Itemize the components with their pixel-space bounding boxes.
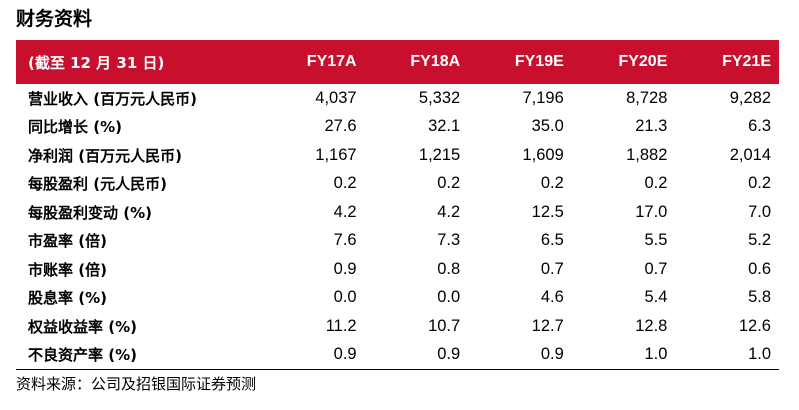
table-cell: 0.9 — [364, 340, 469, 370]
table-cell: 0.9 — [261, 340, 365, 370]
table-cell: 0.6 — [748, 259, 771, 278]
table-cell: 2,014 — [729, 145, 771, 164]
table-cell: 1,167 — [315, 145, 357, 164]
table-cell: 7.3 — [437, 231, 461, 250]
row-label: 每股盈利 (元人民币) — [28, 175, 167, 194]
table-cell: 7,196 — [522, 88, 564, 107]
table-cell: 5.5 — [644, 231, 668, 250]
table-cell: 12.5 — [531, 202, 564, 221]
table-row: 不良资产率 (%) 0.9 0.9 0.9 1.0 1.0 — [16, 340, 779, 370]
table-cell: 5,332 — [418, 88, 461, 107]
table-cell: 0.0 — [333, 288, 357, 307]
table-row: 市账率 (倍) 0.9 0.8 0.7 0.7 0.6 — [16, 255, 779, 284]
table-cell: 1,215 — [418, 145, 461, 164]
row-label: 同比增长 (%) — [28, 118, 122, 137]
table-cell: 17.0 — [635, 202, 668, 221]
source-note: 资料来源：公司及招银国际证券预测 — [16, 375, 257, 393]
row-label: 不良资产率 (%) — [16, 340, 261, 370]
page-title: 财务资料 — [16, 8, 93, 30]
table-cell: 27.6 — [324, 117, 357, 136]
table-row: 权益收益率 (%) 11.2 10.7 12.7 12.8 12.6 — [16, 312, 779, 341]
financial-data-table: (截至 12 月 31 日) FY17A FY18A FY19E FY20E F… — [16, 40, 779, 370]
table-row: 每股盈利变动 (%) 4.2 4.2 12.5 17.0 7.0 — [16, 198, 779, 227]
table-row: 同比增长 (%) 27.6 32.1 35.0 21.3 6.3 — [16, 113, 779, 142]
table-cell: 5.8 — [748, 288, 771, 307]
table-cell: 4.2 — [333, 202, 357, 221]
table-cell: 4.2 — [437, 202, 461, 221]
table-cell: 4.6 — [540, 288, 564, 307]
table-cell: 12.8 — [635, 316, 668, 335]
table-cell: 1,609 — [522, 145, 564, 164]
table-cell: 0.2 — [333, 174, 357, 193]
table-cell: 21.3 — [635, 117, 668, 136]
column-header-fy21e: FY21E — [722, 53, 771, 70]
table-cell: 12.7 — [531, 316, 564, 335]
row-label: 营业收入 (百万元人民币) — [28, 89, 197, 108]
table-cell: 0.2 — [644, 174, 668, 193]
table-cell: 1.0 — [571, 340, 676, 370]
table-cell: 0.2 — [748, 174, 771, 193]
table-row: 市盈率 (倍) 7.6 7.3 6.5 5.5 5.2 — [16, 227, 779, 256]
table-cell: 0.2 — [437, 174, 461, 193]
table-cell: 0.2 — [540, 174, 564, 193]
table-cell: 0.7 — [540, 259, 564, 278]
column-header-fy18a: FY18A — [410, 53, 461, 70]
table-row: 每股盈利 (元人民币) 0.2 0.2 0.2 0.2 0.2 — [16, 170, 779, 199]
row-label: 权益收益率 (%) — [28, 317, 137, 336]
header-period-label: (截至 12 月 31 日) — [28, 53, 165, 72]
table-row: 净利润 (百万元人民币) 1,167 1,215 1,609 1,882 2,0… — [16, 141, 779, 170]
table-cell: 6.5 — [540, 231, 564, 250]
table-cell: 11.2 — [325, 316, 357, 335]
column-header-fy17a: FY17A — [306, 53, 357, 70]
table-cell: 7.6 — [333, 231, 357, 250]
column-header-fy20e: FY20E — [618, 53, 668, 70]
table-cell: 9,282 — [729, 88, 771, 107]
row-label: 净利润 (百万元人民币) — [28, 146, 182, 165]
row-label: 市盈率 (倍) — [28, 232, 107, 251]
table-row: 股息率 (%) 0.0 0.0 4.6 5.4 5.8 — [16, 284, 779, 313]
table-cell: 8,728 — [626, 88, 668, 107]
table-cell: 0.9 — [333, 259, 357, 278]
table-cell: 0.7 — [644, 259, 668, 278]
table-header-row: (截至 12 月 31 日) FY17A FY18A FY19E FY20E F… — [16, 40, 779, 84]
table-cell: 5.4 — [644, 288, 668, 307]
table-cell: 0.0 — [437, 288, 461, 307]
table-cell: 6.3 — [748, 117, 771, 136]
row-label: 股息率 (%) — [28, 289, 107, 308]
column-header-fy19e: FY19E — [514, 53, 564, 70]
table-cell: 1.0 — [675, 340, 779, 370]
table-cell: 10.7 — [428, 316, 461, 335]
table-cell: 0.9 — [468, 340, 572, 370]
table-cell: 32.1 — [428, 117, 461, 136]
table-cell: 5.2 — [748, 231, 771, 250]
table-cell: 7.0 — [748, 202, 771, 221]
row-label: 每股盈利变动 (%) — [28, 203, 152, 222]
table-cell: 1,882 — [626, 145, 668, 164]
table-cell: 35.0 — [531, 117, 564, 136]
table-cell: 0.8 — [437, 259, 461, 278]
table-cell: 12.6 — [738, 316, 771, 335]
table-row: 营业收入 (百万元人民币) 4,037 5,332 7,196 8,728 9,… — [16, 84, 779, 113]
row-label: 市账率 (倍) — [28, 260, 107, 279]
table-cell: 4,037 — [315, 88, 357, 107]
